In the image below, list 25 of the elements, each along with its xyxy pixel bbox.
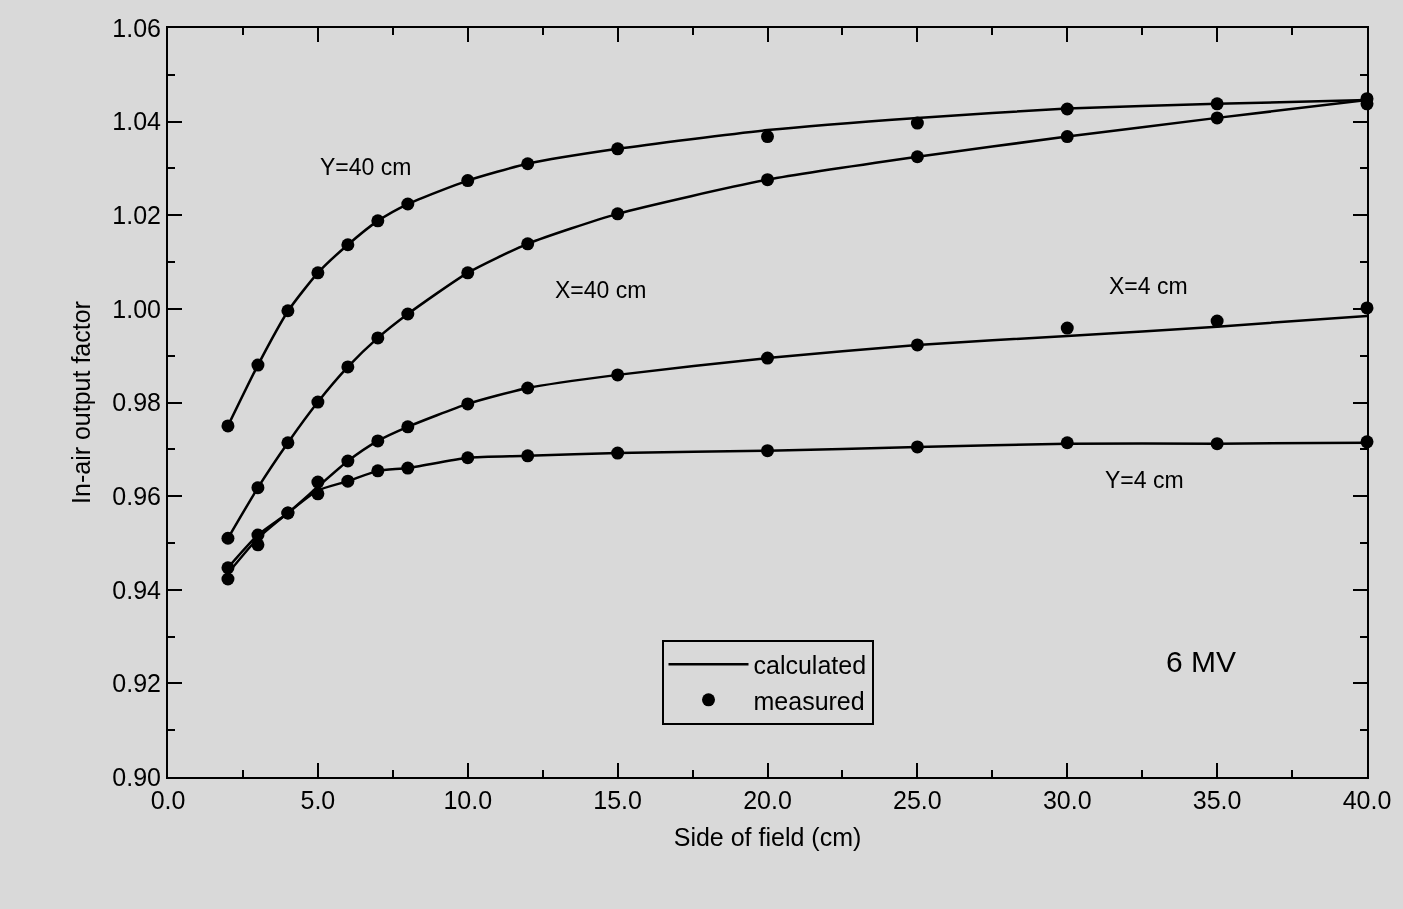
annotation: X=4 cm [1109, 273, 1188, 299]
y-axis-title: In-air output factor [66, 301, 95, 504]
x-tick-label: 20.0 [743, 786, 792, 814]
annotation: Y=4 cm [1105, 467, 1184, 493]
x-tick-label: 30.0 [1042, 786, 1092, 814]
y-tick-label: 1.06 [112, 13, 161, 42]
y-tick-label: 1.04 [112, 107, 162, 136]
y-tick-label: 1.02 [112, 201, 161, 229]
x-axis-title: Side of field (cm) [673, 822, 862, 851]
x-tick-label: 5.0 [300, 786, 336, 814]
legend-label: calculated [753, 651, 867, 680]
annotation: 6 MV [1166, 645, 1237, 678]
y-tick-label: 0.92 [112, 669, 161, 698]
y-tick-label: 0.98 [112, 388, 161, 417]
y-tick-label: 0.96 [112, 481, 161, 510]
annotation: Y=40 cm [320, 154, 412, 180]
y-tick-label: 1.00 [112, 294, 161, 323]
annotation: X=40 cm [555, 277, 647, 303]
x-tick-label: 15.0 [593, 786, 642, 814]
x-tick-label: 35.0 [1192, 786, 1242, 814]
x-tick-label: 25.0 [893, 786, 942, 814]
x-tick-label: 10.0 [443, 786, 493, 814]
x-tick-label: 40.0 [1342, 786, 1392, 814]
legend-label: measured [753, 686, 865, 715]
y-tick-label: 0.94 [112, 575, 162, 604]
